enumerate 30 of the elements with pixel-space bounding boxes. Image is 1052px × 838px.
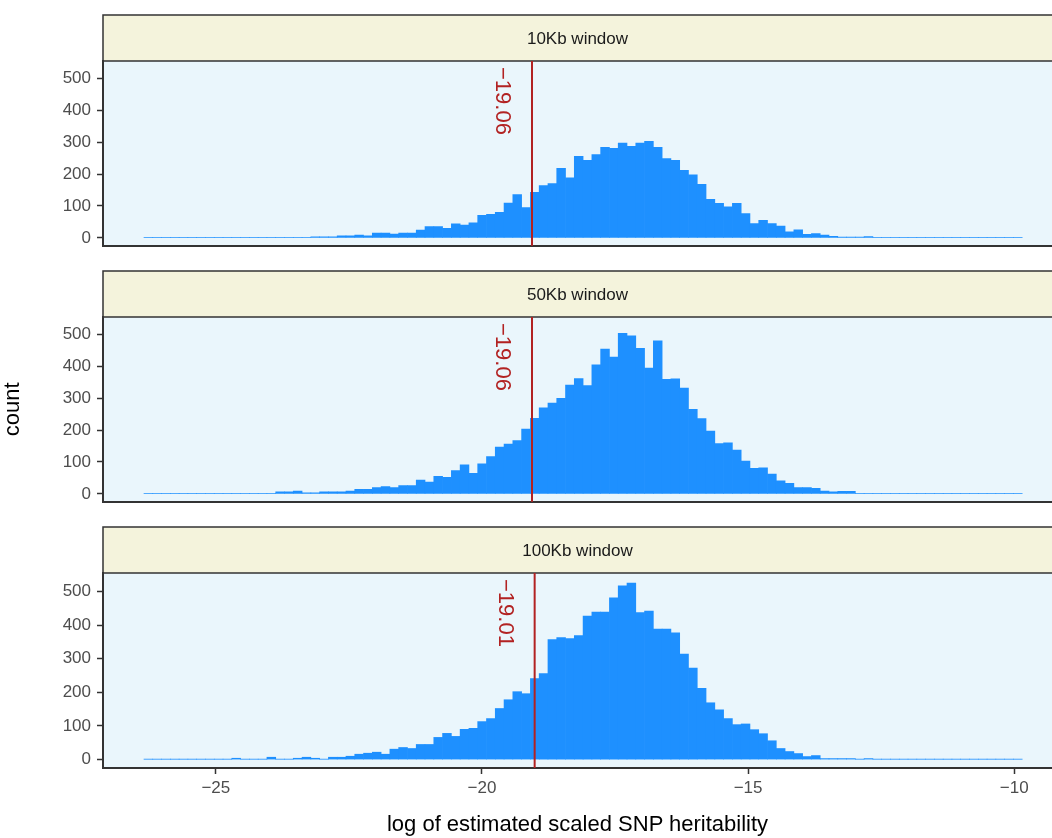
y-tick-label: 200 xyxy=(62,163,91,183)
x-tick-label: −10 xyxy=(999,777,1029,797)
y-tick-label: 500 xyxy=(62,581,91,601)
x-axis-title: log of estimated scaled SNP heritability xyxy=(386,810,769,836)
y-tick-label: 0 xyxy=(81,227,91,247)
chart-title: 50Kb window xyxy=(526,284,629,304)
ref-line-label: −19.06 xyxy=(490,67,516,135)
y-tick-label: 200 xyxy=(62,419,91,439)
chart-title: 10Kb window xyxy=(526,28,629,48)
y-tick-label: 0 xyxy=(81,749,91,769)
x-tick-label: −20 xyxy=(467,777,497,797)
x-tick-label: −25 xyxy=(201,777,231,797)
y-tick-label: 400 xyxy=(62,614,91,634)
y-tick-label: 0 xyxy=(81,483,91,503)
y-axis-title: count xyxy=(0,382,25,437)
y-tick-label: 400 xyxy=(62,100,91,120)
y-tick-label: 100 xyxy=(62,195,91,215)
y-tick-label: 300 xyxy=(62,648,91,668)
y-tick-label: 100 xyxy=(62,451,91,471)
y-tick-label: 200 xyxy=(62,682,91,702)
y-tick-label: 300 xyxy=(62,131,91,151)
y-tick-label: 500 xyxy=(62,324,91,344)
y-tick-label: 100 xyxy=(62,715,91,735)
y-tick-label: 300 xyxy=(62,387,91,407)
chart-title: 100Kb window xyxy=(522,540,634,560)
y-tick-label: 500 xyxy=(62,68,91,88)
ref-line-label: −19.01 xyxy=(493,579,519,647)
ref-line-label: −19.06 xyxy=(490,323,516,391)
y-tick-label: 400 xyxy=(62,356,91,376)
x-tick-label: −15 xyxy=(733,777,763,797)
